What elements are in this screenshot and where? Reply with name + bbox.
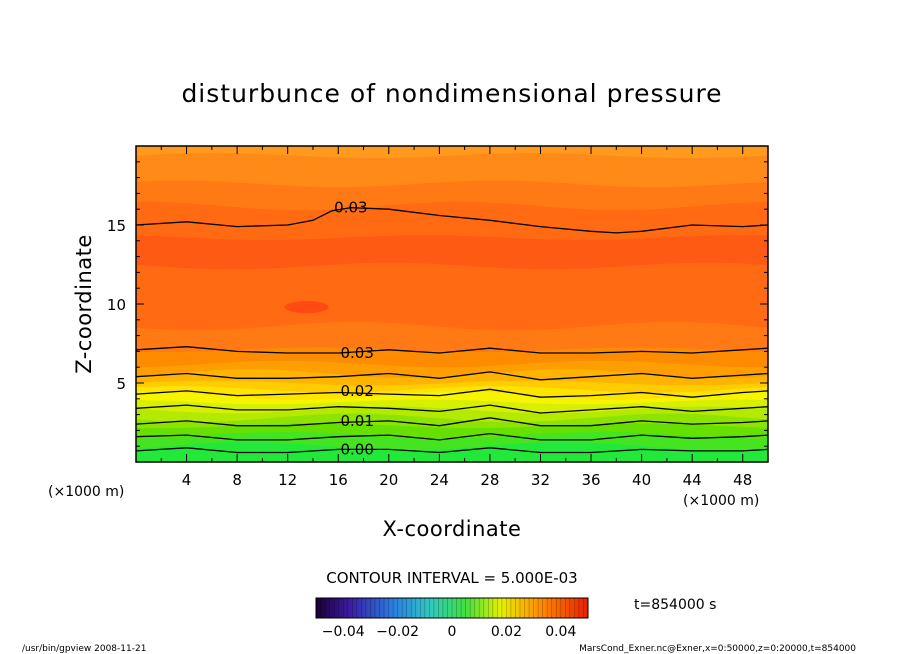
colorbar-tick-label: 0 bbox=[448, 624, 457, 640]
time-label: t=854000 s bbox=[634, 597, 716, 613]
contour-line-0.01 bbox=[136, 417, 768, 427]
contour-label-text: 0.01 bbox=[340, 412, 373, 430]
y-tick-label: 15 bbox=[107, 217, 126, 235]
x-axis-ticks: 4 8 12 16 20 24 28 32 36 40 44 48 bbox=[160, 146, 752, 489]
colorbar-gradient bbox=[316, 598, 588, 618]
chart-title: disturbunce of nondimensional pressure bbox=[181, 79, 722, 108]
y-axis-label: Z-coordinate bbox=[72, 234, 96, 374]
colorbar-tick-label: −0.04 bbox=[322, 624, 365, 640]
contour-line-0.02 bbox=[136, 388, 768, 398]
pressure-core bbox=[284, 301, 329, 314]
colorbar: −0.04 −0.02 0 0.02 0.04 bbox=[315, 597, 589, 640]
contour-line-0.005 bbox=[136, 432, 768, 441]
contour-label-4: 0.00 bbox=[340, 440, 373, 458]
plot-area bbox=[136, 146, 768, 462]
x-tick-label: 48 bbox=[733, 471, 752, 489]
contour-label-2: 0.02 bbox=[340, 382, 373, 400]
colorbar-tick-labels: −0.04 −0.02 0 0.02 0.04 bbox=[322, 624, 577, 640]
x-tick-label: 20 bbox=[379, 471, 398, 489]
contour-label-text: 0.03 bbox=[340, 344, 373, 362]
contour-line-0.015 bbox=[136, 404, 768, 414]
contour-label-text: 0.03 bbox=[334, 199, 367, 217]
contour-line-upper-0.03 bbox=[136, 206, 768, 234]
x-axis-units-left: (×1000 m) bbox=[48, 484, 124, 500]
contour-lines bbox=[136, 206, 768, 454]
y-tick-label: 10 bbox=[107, 296, 126, 314]
contour-line-0.025 bbox=[136, 371, 768, 381]
filled-contour-bands bbox=[136, 146, 768, 462]
colorbar-frame bbox=[315, 597, 589, 619]
y-axis-ticks: 5 10 15 bbox=[107, 161, 768, 447]
contour-label-3: 0.01 bbox=[340, 412, 373, 430]
x-tick-label: 44 bbox=[683, 471, 702, 489]
contour-label-text: 0.00 bbox=[340, 440, 373, 458]
y-tick-label: 5 bbox=[116, 375, 126, 393]
contour-label-text: 0.02 bbox=[340, 382, 373, 400]
x-tick-label: 16 bbox=[329, 471, 348, 489]
contour-line-lower-0.03 bbox=[136, 346, 768, 354]
contour-interval-note: CONTOUR INTERVAL = 5.000E-03 bbox=[326, 569, 577, 587]
x-tick-label: 4 bbox=[182, 471, 192, 489]
colorbar-tick-label: 0.04 bbox=[545, 624, 576, 640]
x-tick-label: 32 bbox=[531, 471, 550, 489]
x-tick-label: 12 bbox=[278, 471, 297, 489]
x-axis-label: X-coordinate bbox=[383, 517, 522, 541]
contour-labels: 0.03 0.03 0.02 0.01 0.00 bbox=[334, 199, 374, 459]
footer-left: /usr/bin/gpview 2008-11-21 bbox=[22, 644, 146, 654]
x-tick-label: 8 bbox=[232, 471, 242, 489]
x-tick-label: 28 bbox=[480, 471, 499, 489]
colorbar-bands bbox=[320, 598, 584, 618]
x-tick-label: 24 bbox=[430, 471, 449, 489]
x-tick-label: 40 bbox=[632, 471, 651, 489]
footer-right: MarsCond_Exner.nc@Exner,x=0:50000,z=0:20… bbox=[579, 644, 856, 654]
x-tick-label: 36 bbox=[581, 471, 600, 489]
x-axis-units-right: (×1000 m) bbox=[683, 493, 759, 509]
colorbar-tick-label: −0.02 bbox=[376, 624, 419, 640]
contour-label-0: 0.03 bbox=[334, 199, 367, 217]
contour-label-1: 0.03 bbox=[340, 344, 373, 362]
contour-line-0.00 bbox=[136, 447, 768, 454]
colorbar-tick-label: 0.02 bbox=[491, 624, 522, 640]
